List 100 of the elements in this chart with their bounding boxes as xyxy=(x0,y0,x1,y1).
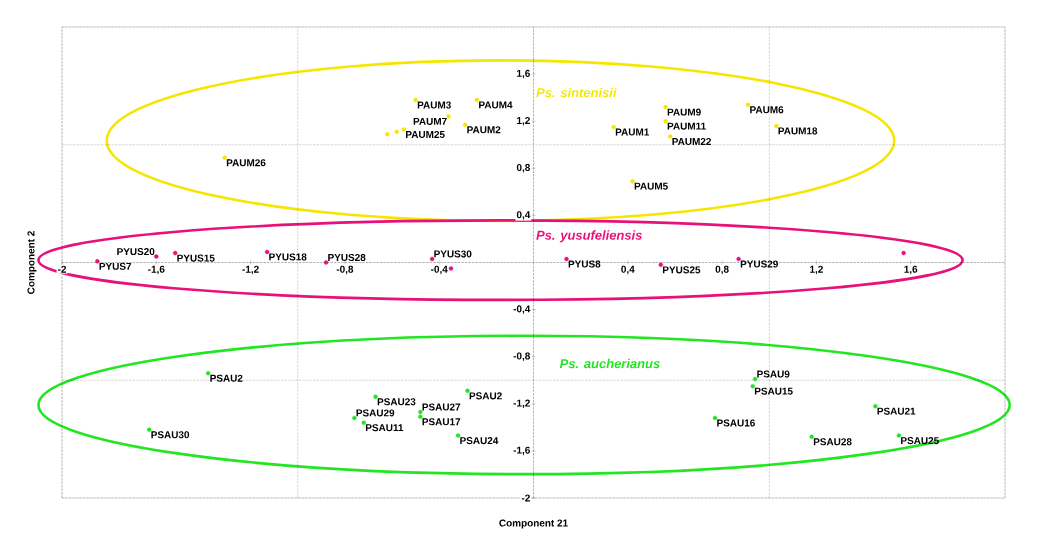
data-label: PSAU16 xyxy=(717,419,755,427)
y-tick-label: 0,4 xyxy=(516,211,531,220)
point xyxy=(429,256,435,262)
data-label: PAUM2 xyxy=(467,126,501,134)
data-label: PSAU9 xyxy=(757,370,790,378)
point xyxy=(264,249,270,255)
point xyxy=(323,260,329,265)
point xyxy=(154,254,159,259)
data-label: PSAU30 xyxy=(151,431,190,439)
data-label: PYUS28 xyxy=(328,253,366,261)
x-tick-label: 1,2 xyxy=(810,265,823,275)
data-label: PAUM4 xyxy=(479,101,513,109)
point xyxy=(465,388,470,394)
x-tick-label: 0,8 xyxy=(715,265,729,275)
point xyxy=(750,383,755,389)
point xyxy=(658,262,664,268)
data-label: PYUS25 xyxy=(662,266,701,274)
y-tick-label: 1,2 xyxy=(517,116,530,126)
point xyxy=(205,370,211,376)
data-label: PSAU2 xyxy=(469,392,502,400)
point xyxy=(745,102,751,107)
x-tick-label: -0,8 xyxy=(336,265,354,275)
data-label: PSAU24 xyxy=(460,437,499,445)
point xyxy=(736,256,741,262)
text: Ps. yusufeliensis xyxy=(536,230,642,243)
point xyxy=(446,114,451,119)
y-tick-label: -1,6 xyxy=(513,446,530,456)
y-tick-label: -0,8 xyxy=(513,352,530,361)
point xyxy=(418,414,423,419)
point xyxy=(809,434,814,439)
x-tick-label: 1,6 xyxy=(904,265,918,275)
data-label: PAUM11 xyxy=(667,122,706,130)
y-tick-label: -0,4 xyxy=(513,305,531,314)
point xyxy=(373,394,378,399)
point xyxy=(896,433,902,438)
point xyxy=(663,119,668,124)
point xyxy=(564,256,569,262)
data-label: PYUS30 xyxy=(434,250,472,258)
point xyxy=(172,250,178,256)
point xyxy=(95,259,100,264)
data-label: PSAU25 xyxy=(901,437,939,445)
point xyxy=(394,129,399,134)
point xyxy=(448,266,454,271)
x-tick-label: 0,4 xyxy=(621,265,635,275)
y-tick-label: 0,8 xyxy=(516,164,530,173)
x-tick-label: -1,6 xyxy=(148,265,165,275)
y-tick-label: -1,2 xyxy=(513,399,530,409)
data-label: PSAU29 xyxy=(356,409,395,417)
data-label: PAUM22 xyxy=(672,138,712,146)
data-label: PAUM5 xyxy=(634,182,668,190)
data-label: PYUS15 xyxy=(177,254,215,262)
data-label: PAUM6 xyxy=(750,106,784,114)
data-label: PAUM1 xyxy=(615,128,650,136)
x-axis-title: Component 21 xyxy=(499,519,568,529)
x-tick-label: -1,2 xyxy=(242,265,259,275)
data-label: PYUS18 xyxy=(269,253,307,261)
data-label: PYUS29 xyxy=(740,260,778,268)
point xyxy=(361,420,366,425)
y-tick-label: -2 xyxy=(521,494,530,502)
point xyxy=(222,155,227,160)
point xyxy=(873,403,878,409)
point xyxy=(474,97,480,103)
data-label: PSAU11 xyxy=(365,424,404,432)
point xyxy=(418,409,423,415)
data-label: PSAU17 xyxy=(422,418,461,426)
point xyxy=(752,376,758,382)
text: Ps. sintenisii xyxy=(536,87,617,98)
point xyxy=(774,123,779,129)
y-tick-label: 1,6 xyxy=(517,69,530,79)
data-label: PSAU21 xyxy=(877,407,916,415)
data-label: PSAU2 xyxy=(210,374,243,382)
x-tick-label: -0,4 xyxy=(431,265,448,275)
data-label: PSAU15 xyxy=(754,387,793,395)
data-label: PAUM7 xyxy=(413,117,447,125)
data-label: PYUS8 xyxy=(568,260,601,268)
point xyxy=(901,250,906,256)
point xyxy=(668,134,673,139)
data-label: PAUM26 xyxy=(226,159,266,167)
x-tick-label: -2 xyxy=(57,265,67,273)
data-label: PYUS7 xyxy=(99,262,132,270)
point xyxy=(147,427,152,432)
text: Ps. aucherianus xyxy=(559,358,660,369)
point xyxy=(385,131,390,137)
point xyxy=(413,97,418,103)
point xyxy=(611,124,616,130)
data-label: PAUM25 xyxy=(406,130,445,138)
point xyxy=(455,433,461,438)
point xyxy=(630,179,635,184)
point xyxy=(712,415,718,421)
data-label: PAUM3 xyxy=(417,101,451,109)
point xyxy=(663,104,668,110)
point xyxy=(462,122,468,127)
data-label: PYUS20 xyxy=(117,248,155,256)
data-label: PSAU23 xyxy=(377,398,416,406)
y-axis-title: Component 2 xyxy=(27,231,37,294)
data-label: PSAU27 xyxy=(422,403,461,411)
point xyxy=(352,415,357,421)
data-label: PAUM9 xyxy=(667,108,701,116)
point xyxy=(401,127,407,132)
data-label: PSAU28 xyxy=(813,438,852,446)
